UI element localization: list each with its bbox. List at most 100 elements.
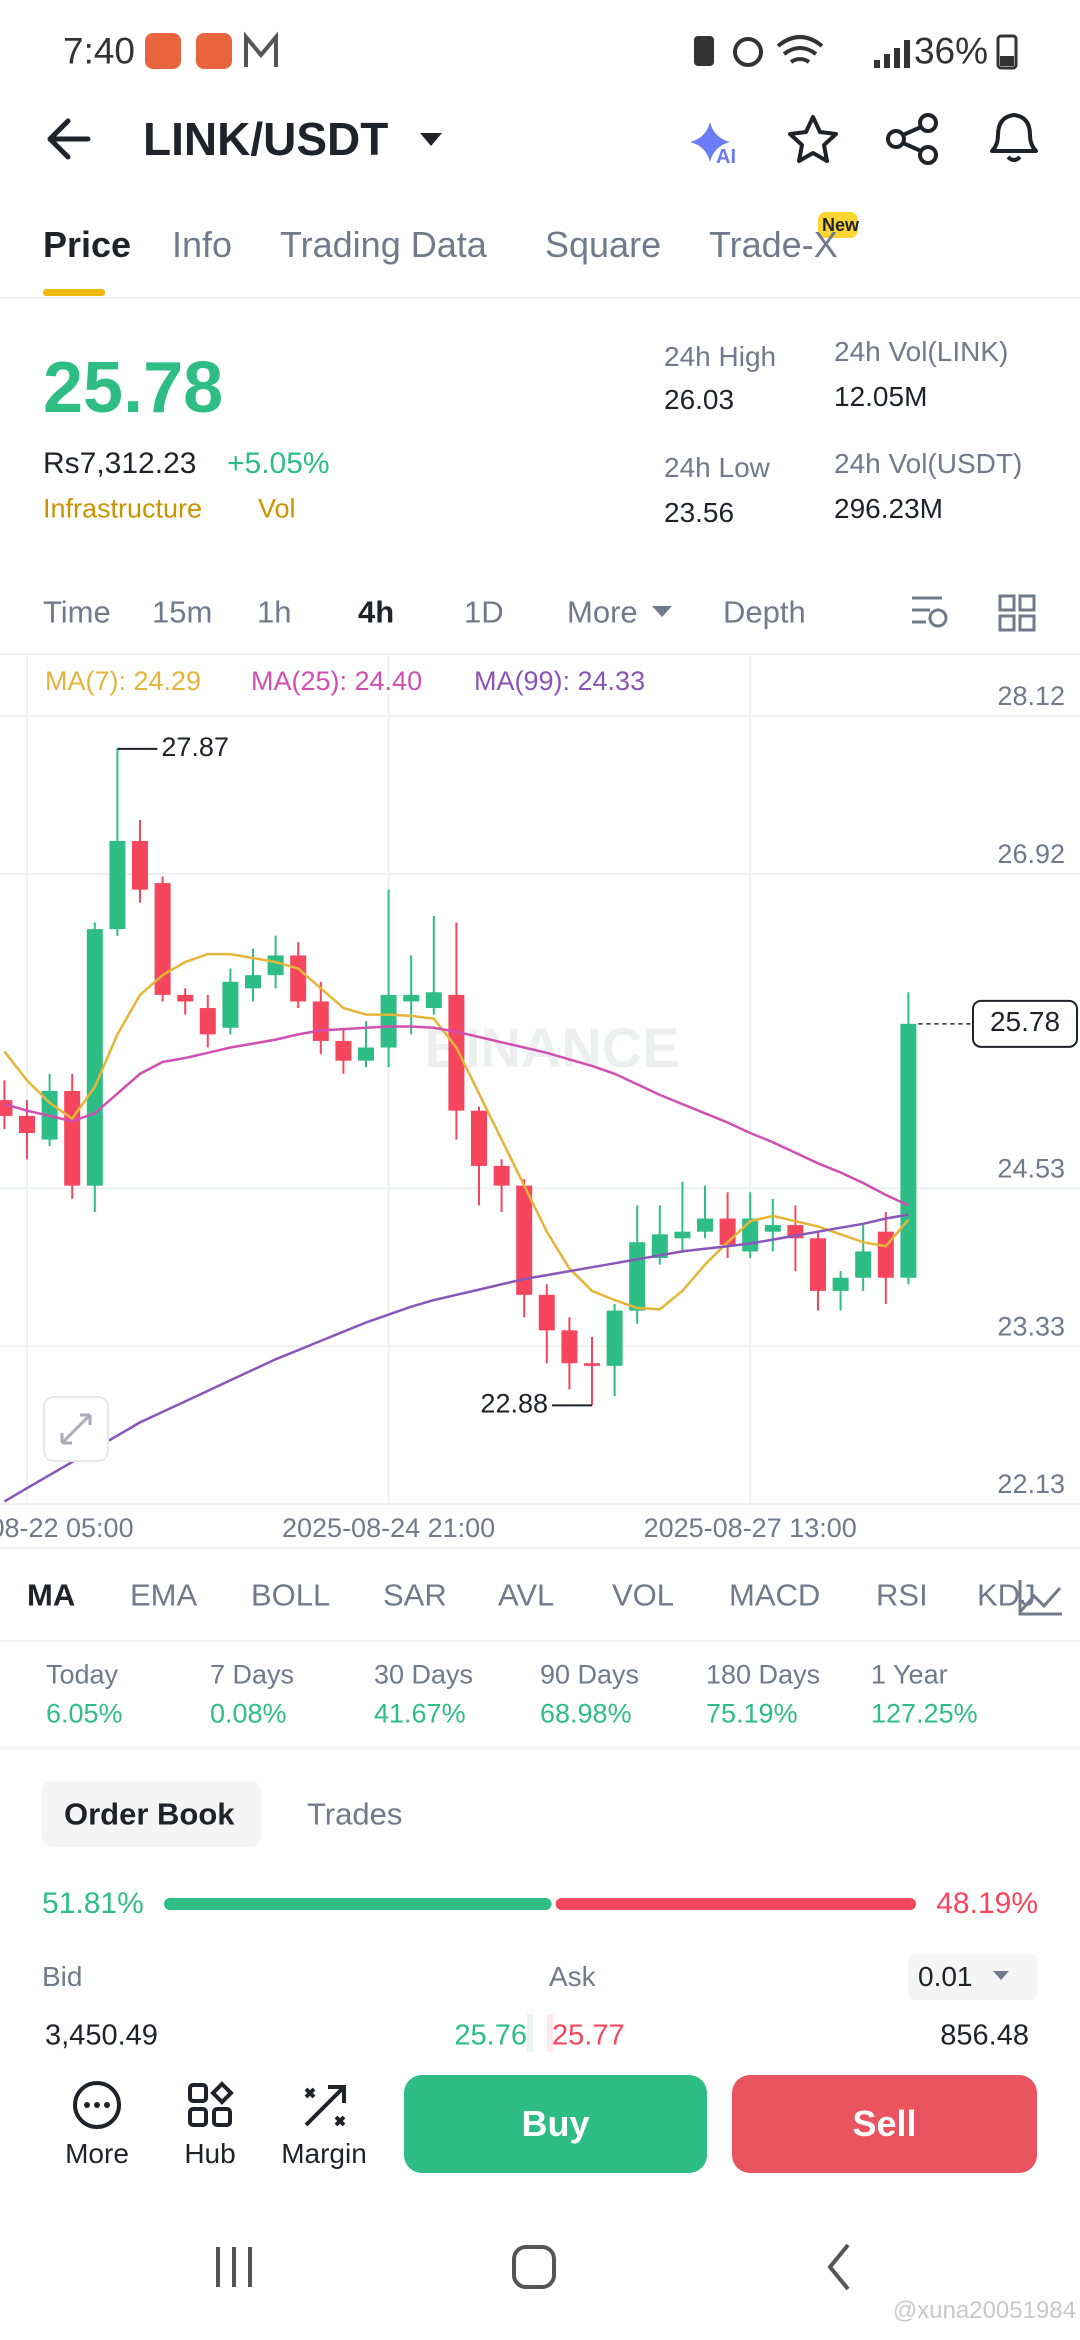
fullscreen-button[interactable]	[43, 1396, 109, 1462]
more-button[interactable]	[73, 2081, 121, 2129]
indicator-option[interactable]: EMA	[130, 1577, 198, 1613]
interval-option[interactable]: 1D	[464, 594, 504, 630]
tag[interactable]: Vol	[258, 493, 296, 524]
candle-body	[19, 1115, 35, 1134]
sell-label[interactable]: Sell	[852, 2103, 917, 2144]
layout-button[interactable]	[998, 594, 1036, 632]
pair-dropdown[interactable]	[420, 133, 442, 146]
candle-body	[0, 1100, 13, 1116]
interval-option[interactable]: More	[567, 594, 638, 630]
performance-label: 180 Days	[706, 1659, 821, 1690]
ask-header: Ask	[549, 1961, 596, 1992]
battery-level	[1000, 56, 1014, 66]
legend-entry: MA(99): 24.33	[474, 666, 645, 696]
performance-value: 41.67%	[374, 1698, 466, 1729]
dropdown-icon	[993, 1971, 1009, 1980]
candle-body	[132, 840, 148, 890]
buy-label[interactable]: Buy	[521, 2103, 590, 2144]
margin-button[interactable]	[304, 2085, 346, 2127]
indicator-option[interactable]: AVL	[498, 1577, 555, 1613]
price-tag-label: 25.78	[990, 1006, 1060, 1037]
clock: 7:40	[63, 30, 136, 72]
indicator-option[interactable]: MACD	[729, 1577, 821, 1613]
watermark: @xuna20051984	[892, 2297, 1076, 2324]
indicator-option[interactable]: MA	[27, 1577, 76, 1613]
y-tick-label: 26.92	[997, 839, 1065, 869]
interval-option[interactable]: Depth	[723, 594, 806, 630]
chart-settings-button[interactable]	[912, 596, 948, 628]
stat-label: 24h High	[664, 341, 777, 372]
interval-option[interactable]: 4h	[358, 594, 395, 630]
dropdown-icon	[652, 606, 672, 617]
tab-chip[interactable]	[42, 1781, 261, 1847]
precision-value[interactable]: 0.01	[918, 1961, 973, 1992]
ask-ratio-bar	[555, 1898, 916, 1910]
nav-tab[interactable]: Price	[43, 224, 132, 265]
app-icon	[145, 33, 181, 69]
low-label: 22.88	[480, 1388, 548, 1418]
nav-back-button[interactable]	[827, 2243, 850, 2291]
hub-button[interactable]	[188, 2081, 234, 2127]
nav-tab[interactable]: Info	[172, 224, 233, 265]
stat-label: 24h Vol(USDT)	[834, 448, 1023, 479]
pair-title[interactable]: LINK/USDT	[143, 113, 389, 165]
nav-tab[interactable]: Square	[545, 224, 662, 265]
interval-option[interactable]: Time	[43, 594, 111, 630]
performance-value: 6.05%	[46, 1698, 123, 1729]
home-button[interactable]	[512, 2245, 556, 2289]
indicator-option[interactable]: VOL	[612, 1577, 675, 1613]
candle-body	[651, 1234, 668, 1258]
depth-shade	[527, 2014, 533, 2060]
candle-body	[86, 929, 103, 1186]
candle-body	[245, 975, 261, 989]
indicator-option[interactable]: SAR	[383, 1577, 447, 1613]
wifi-icon	[776, 35, 824, 64]
app-icon	[196, 33, 232, 69]
candle-body	[606, 1310, 623, 1366]
new-badge	[818, 212, 858, 238]
recents-button[interactable]	[216, 2247, 252, 2287]
interval-option[interactable]: 1h	[257, 594, 292, 630]
buy-button[interactable]	[404, 2075, 707, 2173]
bid-ratio: 51.81%	[42, 1887, 144, 1920]
action-label[interactable]: Hub	[184, 2138, 236, 2169]
candle-body	[267, 955, 284, 976]
action-label[interactable]: More	[65, 2138, 129, 2169]
performance-label: Today	[46, 1659, 119, 1690]
nav-tab[interactable]: Trade-X	[709, 224, 838, 265]
stat-value: 23.56	[664, 497, 735, 528]
candle-body	[109, 840, 126, 930]
candle-body	[290, 955, 307, 1002]
performance-value: 75.19%	[706, 1698, 798, 1729]
candle-body	[900, 1023, 917, 1278]
ai-icon[interactable]	[690, 122, 730, 162]
tag[interactable]: Infrastructure	[43, 493, 203, 524]
favorite-button[interactable]	[788, 115, 838, 163]
back-button[interactable]	[47, 118, 91, 160]
x-tick-label: 2025-08-27 13:00	[644, 1513, 857, 1543]
indicator-option[interactable]: KDJ	[977, 1577, 1036, 1613]
performance-label: 30 Days	[374, 1659, 474, 1690]
candle-body	[810, 1238, 826, 1291]
action-label[interactable]: Margin	[281, 2138, 367, 2169]
interval-option[interactable]: 15m	[152, 594, 213, 630]
nav-tab[interactable]: Trading Data	[280, 224, 487, 265]
indicator-option[interactable]: RSI	[876, 1577, 928, 1613]
candle-body	[335, 1040, 352, 1061]
precision-chip[interactable]	[908, 1954, 1037, 2000]
stat-value: 12.05M	[834, 381, 928, 412]
stat-value: 26.03	[664, 384, 735, 415]
order-book-tab[interactable]: Order Book	[64, 1796, 235, 1832]
candle-body	[584, 1363, 600, 1366]
sell-button[interactable]	[732, 2075, 1037, 2173]
candle-body	[697, 1218, 713, 1232]
bid-price: 25.76	[454, 2019, 527, 2052]
indicator-settings-button[interactable]	[1018, 1580, 1062, 1616]
share-button[interactable]	[886, 113, 938, 165]
indicator-option[interactable]: BOLL	[251, 1577, 331, 1613]
candle-body	[538, 1294, 555, 1331]
alert-button[interactable]	[990, 113, 1038, 162]
bid-header: Bid	[42, 1961, 83, 1992]
trades-tab[interactable]: Trades	[307, 1796, 403, 1832]
